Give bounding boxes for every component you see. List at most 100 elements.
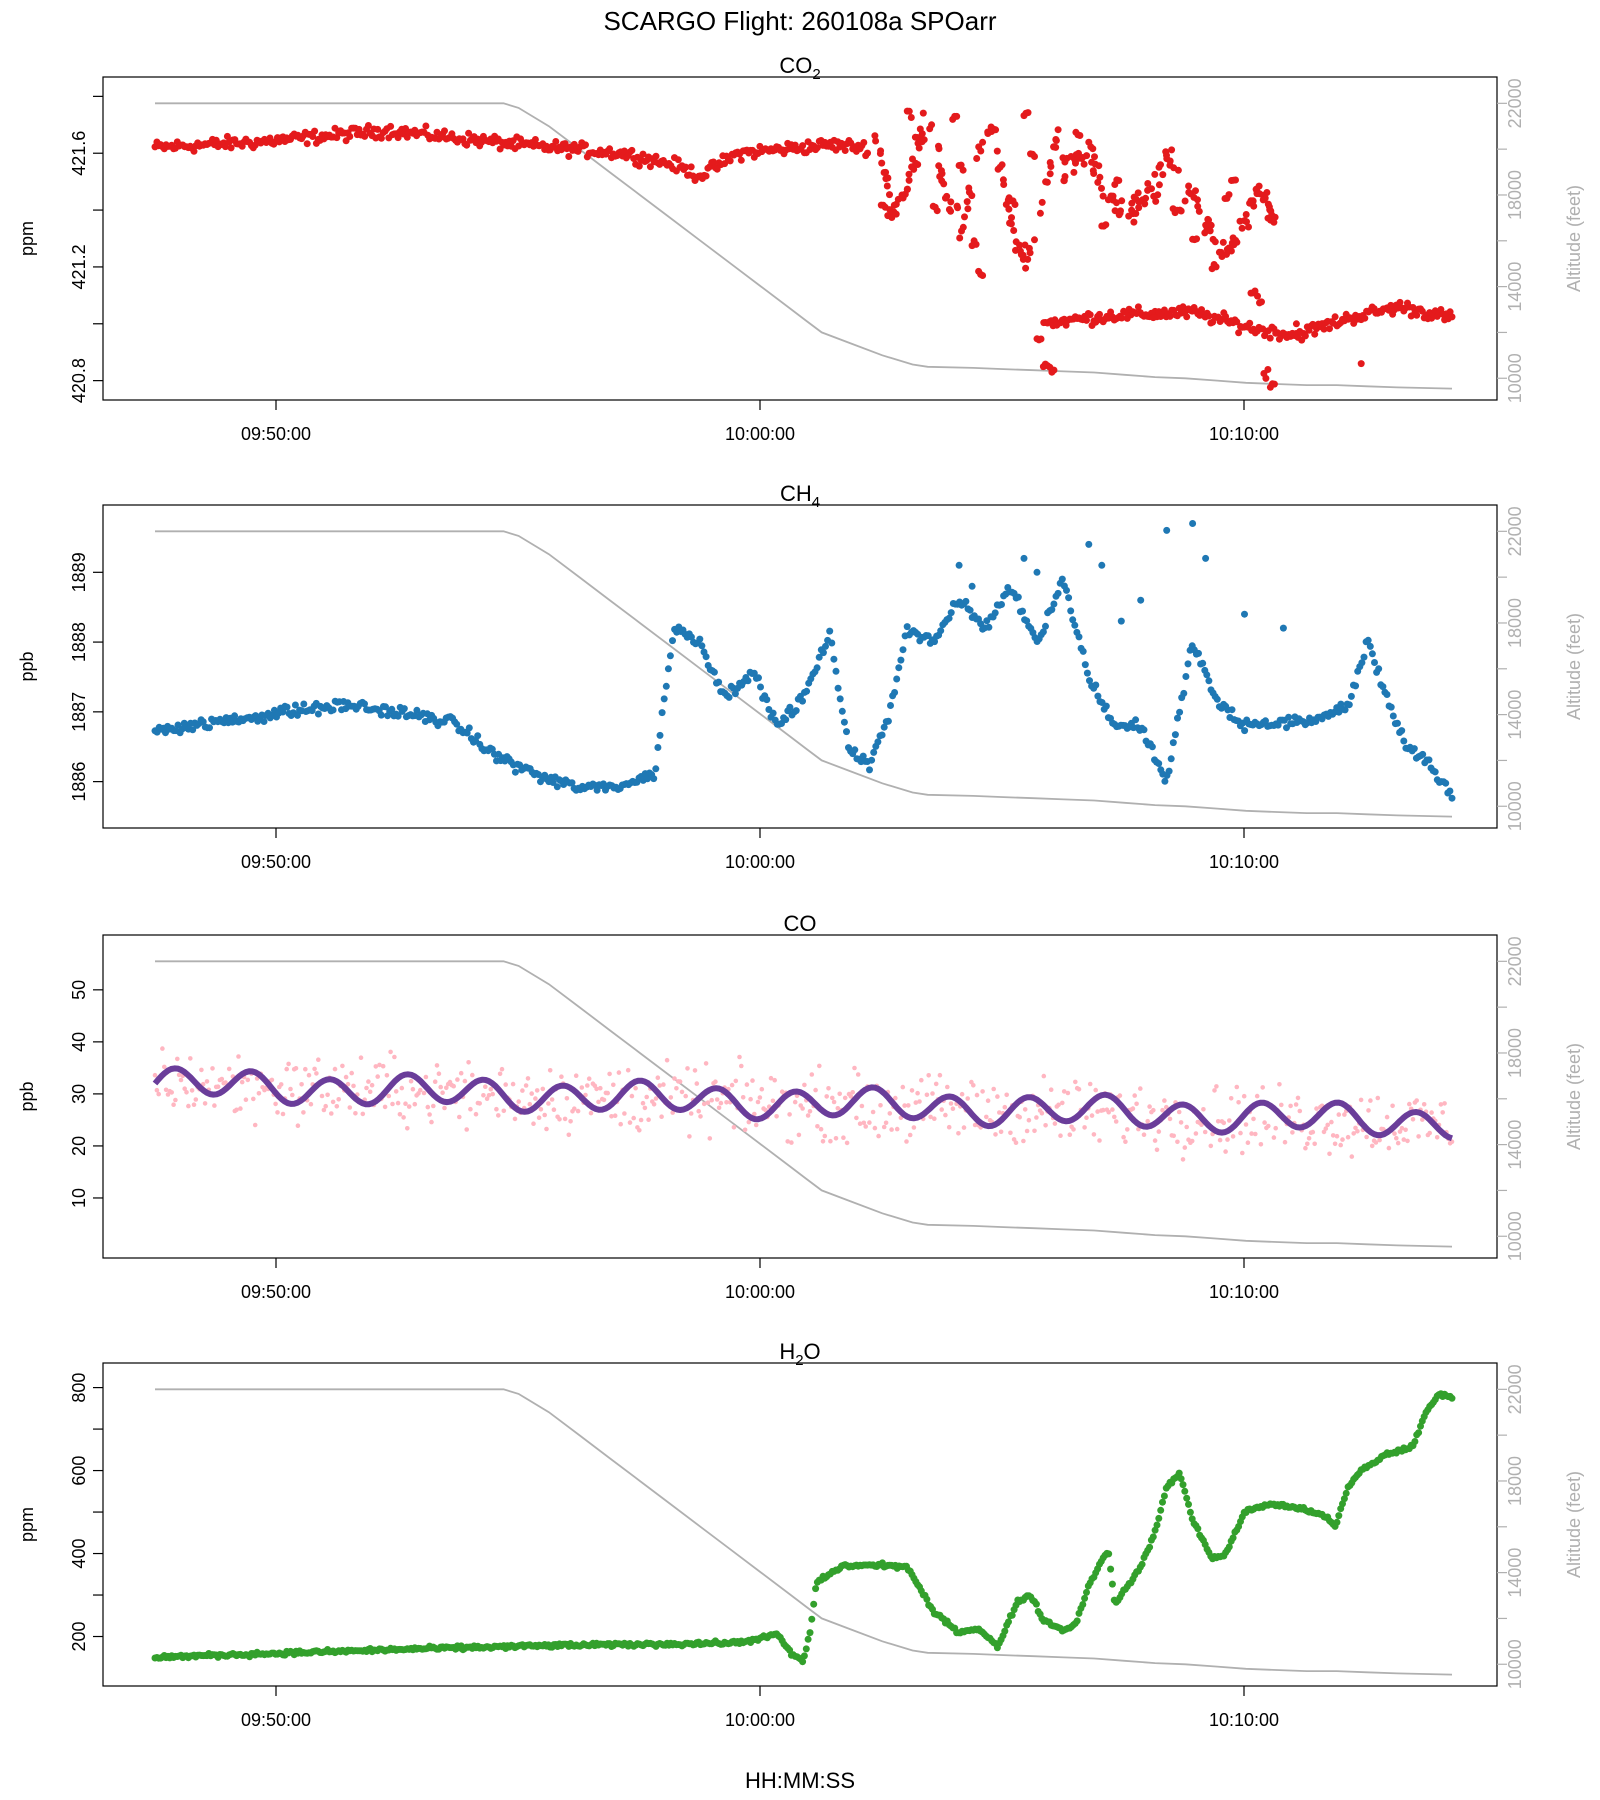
co-raw-point <box>488 1086 494 1092</box>
ch4-point <box>1163 526 1171 534</box>
co-raw-point <box>1214 1084 1219 1089</box>
co-raw-point <box>559 1074 564 1079</box>
co2-point <box>1102 221 1110 229</box>
co-raw-point <box>674 1086 679 1091</box>
co-raw-point <box>1312 1141 1317 1147</box>
co-raw-point <box>805 1113 811 1118</box>
co2-point <box>943 192 951 200</box>
co-raw-point <box>1043 1123 1048 1128</box>
co-raw-point <box>904 1139 909 1144</box>
co2-point <box>1166 312 1174 320</box>
co2-point <box>1076 132 1084 139</box>
co-raw-point <box>915 1090 920 1096</box>
co2-point <box>1038 198 1046 206</box>
co-raw-point <box>746 1119 752 1125</box>
co-raw-point <box>651 1102 657 1107</box>
ch4-point <box>803 687 811 695</box>
h2o-point <box>799 1658 807 1666</box>
co-raw-point <box>744 1082 750 1087</box>
ch4-point <box>828 639 836 647</box>
co-raw-point <box>1401 1137 1407 1142</box>
co2-point <box>346 133 354 140</box>
h2o-point <box>1159 1498 1166 1506</box>
co-raw-point <box>631 1115 636 1121</box>
co-raw-point <box>1052 1121 1058 1126</box>
panel-ch4: CH4 1886 1887 1888 1889 ppb 10000 14000 18000 220… <box>17 481 1584 872</box>
ch4-point <box>568 779 576 787</box>
co2-point <box>914 161 922 168</box>
x-tick-label: 10:10:00 <box>1209 424 1279 444</box>
co2-point <box>993 147 1001 155</box>
ch4-point <box>1199 659 1207 667</box>
ch4-point <box>769 709 777 717</box>
co-raw-point <box>497 1071 503 1077</box>
co2-point <box>1225 191 1233 199</box>
co2-point <box>1109 192 1117 200</box>
co-raw-point <box>1039 1110 1045 1116</box>
co-raw-point <box>529 1091 534 1096</box>
co-raw-point <box>646 1117 651 1122</box>
h2o-point <box>802 1645 810 1653</box>
co-raw-point <box>496 1113 501 1118</box>
panel-title: CO2 <box>779 53 820 83</box>
h2o-point <box>1179 1481 1187 1489</box>
ch4-point <box>966 606 974 614</box>
co2-point <box>1264 214 1272 222</box>
co-raw-point <box>290 1092 295 1098</box>
co-raw-point <box>909 1088 915 1093</box>
co-raw-point <box>223 1080 228 1085</box>
co2-point <box>1396 298 1404 306</box>
co-raw-point <box>284 1066 290 1072</box>
co-raw-point <box>1397 1129 1403 1134</box>
co-raw-point <box>1167 1116 1173 1122</box>
co-raw-point <box>1178 1120 1184 1125</box>
co-raw-point <box>1176 1109 1182 1115</box>
co-raw-point <box>1282 1139 1288 1145</box>
h2o-point <box>1185 1500 1192 1508</box>
co-raw-point <box>568 1119 573 1124</box>
co-raw-point <box>1310 1129 1316 1135</box>
co-raw-point <box>169 1090 174 1095</box>
ch4-point <box>361 700 368 708</box>
co-raw-point <box>163 1087 169 1093</box>
co-raw-point <box>1201 1107 1206 1112</box>
co-raw-point <box>618 1121 623 1127</box>
ch4-point <box>1189 520 1197 527</box>
co-raw-point <box>1145 1118 1150 1124</box>
co2-point <box>920 136 928 144</box>
co-raw-point <box>306 1072 312 1078</box>
h2o-point <box>812 1585 820 1593</box>
co-raw-point <box>1271 1135 1277 1140</box>
co2-point <box>1192 187 1199 195</box>
co-raw-point <box>410 1086 416 1092</box>
panel-co: CO 10 20 30 40 50 ppb 10000 14000 18000 22000 Altit… <box>17 911 1584 1302</box>
co-raw-point <box>1013 1140 1019 1145</box>
co2-point <box>710 158 717 166</box>
co-raw-point <box>340 1063 345 1069</box>
h2o-point <box>1333 1518 1341 1526</box>
co2-point <box>557 146 565 154</box>
co-raw-point <box>375 1074 381 1079</box>
co-raw-point <box>772 1077 777 1083</box>
y2-tick-label: 10000 <box>1505 781 1525 831</box>
co-raw-point <box>1182 1145 1188 1150</box>
co-raw-point <box>817 1063 822 1069</box>
h2o-point <box>1448 1394 1456 1402</box>
ch4-point <box>792 707 800 715</box>
co-raw-point <box>182 1086 187 1091</box>
co2-point <box>1195 207 1203 215</box>
co-raw-point <box>753 1122 759 1128</box>
ch4-point <box>1071 621 1079 629</box>
co-raw-point <box>432 1079 438 1084</box>
ch4-point <box>851 746 859 754</box>
y2-tick-label: 22000 <box>1505 936 1525 986</box>
h2o-point <box>1415 1429 1423 1437</box>
co-raw-point <box>1022 1107 1028 1112</box>
co2-point <box>1026 249 1034 257</box>
co2-point <box>1099 192 1107 200</box>
co2-point <box>1010 227 1018 234</box>
co-raw-point <box>295 1123 301 1128</box>
co-raw-point <box>349 1070 355 1076</box>
co-raw-point <box>659 1114 664 1119</box>
co-raw-point <box>1266 1123 1271 1129</box>
